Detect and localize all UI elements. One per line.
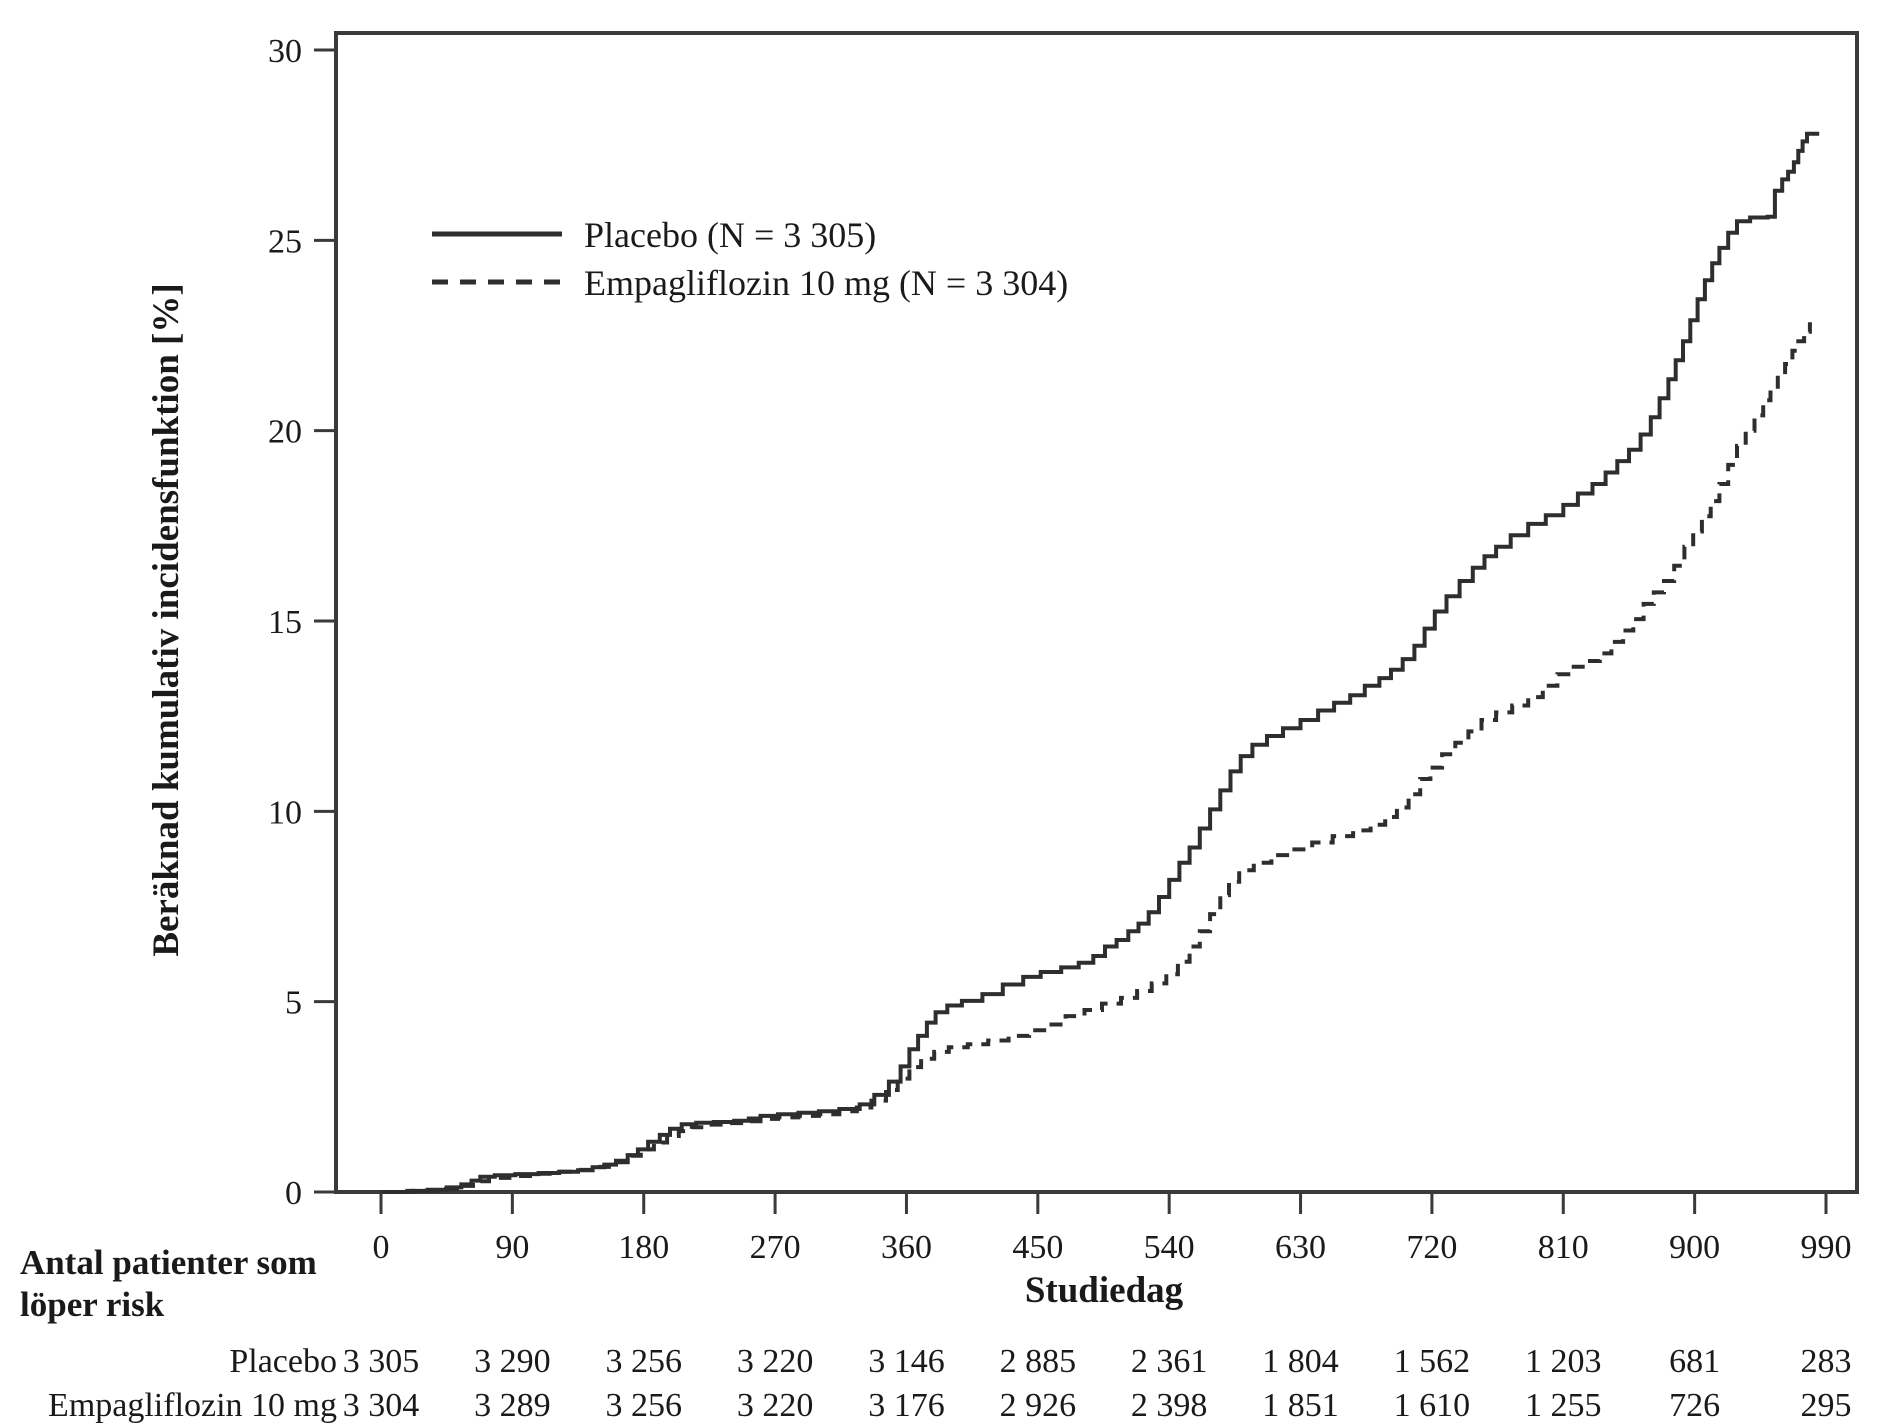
y-tick-label: 15	[268, 604, 302, 641]
x-axis-title: Studiedag	[1025, 1270, 1184, 1311]
x-tick-label: 810	[1538, 1229, 1589, 1266]
x-tick-label: 90	[495, 1229, 529, 1266]
y-tick-label: 0	[285, 1175, 302, 1212]
risk-value: 3 176	[868, 1387, 945, 1424]
x-tick-label: 900	[1669, 1229, 1720, 1266]
risk-value: 3 220	[737, 1387, 814, 1424]
risk-value: 1 203	[1525, 1343, 1602, 1380]
risk-value: 295	[1801, 1387, 1852, 1424]
risk-value: 3 304	[343, 1387, 420, 1424]
x-tick-label: 180	[618, 1229, 669, 1266]
legend-label-empagliflozin: Empagliflozin 10 mg (N = 3 304)	[584, 263, 1068, 303]
legend: Placebo (N = 3 305) Empagliflozin 10 mg …	[432, 215, 1068, 303]
risk-values: 3 305 3 290 3 256 3 220 3 146 2 885 2 361 1 804…	[343, 1343, 1852, 1424]
plot-frame	[334, 31, 1859, 1194]
risk-value: 726	[1669, 1387, 1720, 1424]
risk-table-header-line1: Antal patienter som	[20, 1243, 317, 1282]
y-tick-label: 25	[268, 223, 302, 260]
y-tick-label: 30	[268, 33, 302, 70]
risk-row-label-empagliflozin: Empagliflozin 10 mg	[48, 1387, 337, 1424]
x-axis-ticks: 0 90 180 270 360 450 540 630 720 810 900 990	[373, 1192, 1852, 1266]
legend-item-empagliflozin: Empagliflozin 10 mg (N = 3 304)	[432, 263, 1068, 303]
legend-label-placebo: Placebo (N = 3 305)	[584, 215, 876, 255]
risk-value: 283	[1801, 1343, 1852, 1380]
risk-value: 1 851	[1262, 1387, 1339, 1424]
legend-item-placebo: Placebo (N = 3 305)	[432, 215, 876, 255]
risk-value: 1 562	[1394, 1343, 1471, 1380]
risk-value: 3 256	[605, 1343, 682, 1380]
risk-value: 2 885	[1000, 1343, 1077, 1380]
risk-value: 1 610	[1394, 1387, 1471, 1424]
x-tick-label: 450	[1012, 1229, 1063, 1266]
number-at-risk-table: Antal patienter som löper risk Placebo E…	[20, 1243, 1852, 1424]
y-axis-ticks: 0 5 10 15 20 25 30	[268, 33, 336, 1212]
x-tick-label: 540	[1144, 1229, 1195, 1266]
risk-value: 3 256	[605, 1387, 682, 1424]
risk-value: 2 361	[1131, 1343, 1208, 1380]
risk-value: 3 290	[474, 1343, 551, 1380]
curve-placebo	[381, 131, 1820, 1194]
risk-table-header-line2: löper risk	[20, 1285, 165, 1324]
risk-value: 1 255	[1525, 1387, 1602, 1424]
risk-value: 3 146	[868, 1343, 945, 1380]
risk-value: 2 926	[1000, 1387, 1077, 1424]
y-tick-label: 20	[268, 414, 302, 451]
risk-value: 3 305	[343, 1343, 420, 1380]
y-tick-label: 5	[285, 985, 302, 1022]
x-tick-label: 990	[1801, 1229, 1852, 1266]
risk-value: 3 220	[737, 1343, 814, 1380]
x-tick-label: 720	[1406, 1229, 1457, 1266]
survival-curves	[381, 131, 1820, 1194]
x-tick-label: 270	[750, 1229, 801, 1266]
x-tick-label: 630	[1275, 1229, 1326, 1266]
x-tick-label: 0	[373, 1229, 390, 1266]
curve-empagliflozin	[381, 322, 1812, 1194]
risk-row-label-placebo: Placebo	[229, 1343, 337, 1380]
y-axis-title: Beräknad kumulativ incidensfunktion [%]	[146, 283, 187, 956]
risk-value: 681	[1669, 1343, 1720, 1380]
risk-value: 2 398	[1131, 1387, 1208, 1424]
risk-value: 3 289	[474, 1387, 551, 1424]
x-tick-label: 360	[881, 1229, 932, 1266]
y-tick-label: 10	[268, 794, 302, 831]
risk-value: 1 804	[1262, 1343, 1339, 1380]
